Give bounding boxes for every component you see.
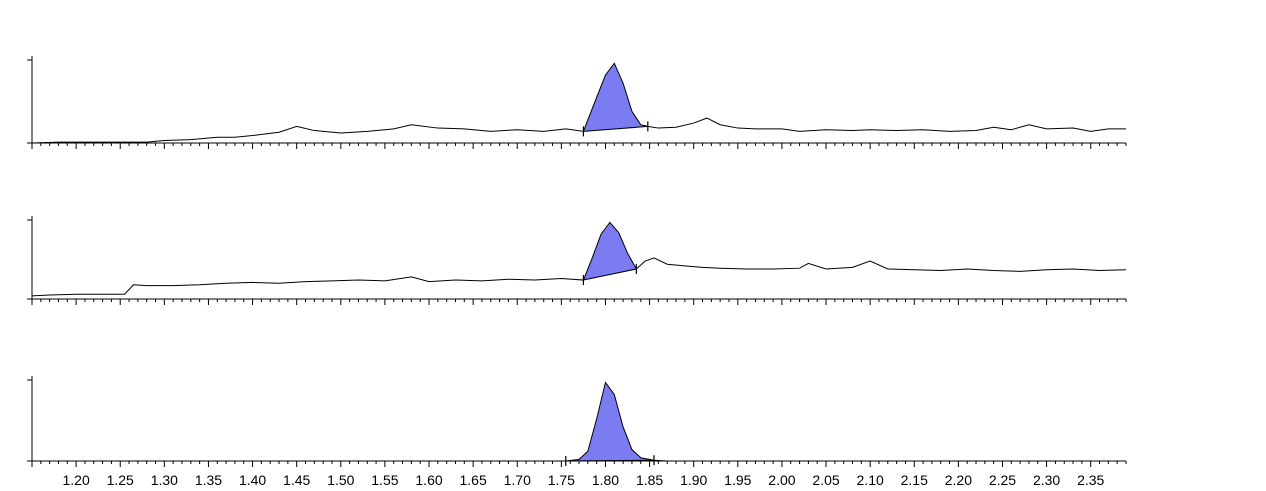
x-tick-label: 1.75 xyxy=(548,472,575,488)
x-tick-label: 1.90 xyxy=(680,472,707,488)
peak-area xyxy=(583,222,637,281)
chromatogram-trace xyxy=(32,381,1126,462)
peak-area xyxy=(583,63,648,132)
x-tick-label: 2.15 xyxy=(901,472,928,488)
x-tick-label: 1.80 xyxy=(592,472,619,488)
chromatogram-panel-1 xyxy=(27,56,1127,149)
x-tick-label: 1.40 xyxy=(239,472,266,488)
x-tick-label: 1.55 xyxy=(371,472,398,488)
x-tick-label: 2.30 xyxy=(1033,472,1060,488)
x-tick-label: 1.35 xyxy=(195,472,222,488)
x-tick-label: 1.65 xyxy=(460,472,487,488)
x-tick-label: 2.35 xyxy=(1077,472,1104,488)
x-tick-label: 2.00 xyxy=(768,472,795,488)
peak-baseline xyxy=(583,125,648,132)
peak-baseline xyxy=(565,459,654,462)
x-tick-label: 1.85 xyxy=(636,472,663,488)
x-tick-label: 1.30 xyxy=(151,472,178,488)
peak-area xyxy=(565,382,654,461)
chromatogram-trace xyxy=(31,221,1127,297)
x-tick-label: 1.25 xyxy=(107,472,134,488)
x-tick-label: 2.25 xyxy=(989,472,1016,488)
x-tick-label: 2.05 xyxy=(812,472,839,488)
x-tick-label: 1.60 xyxy=(415,472,442,488)
chromatogram-trace xyxy=(31,62,1126,144)
x-tick-label: 2.20 xyxy=(945,472,972,488)
peak-baseline xyxy=(583,268,637,281)
x-tick-label: 1.45 xyxy=(283,472,310,488)
x-tick-label: 1.70 xyxy=(504,472,531,488)
x-tick-label: 2.10 xyxy=(857,472,884,488)
x-tick-label: 1.50 xyxy=(327,472,354,488)
chromatogram-panel-2 xyxy=(27,216,1127,305)
x-tick-label: 1.95 xyxy=(724,472,751,488)
x-tick-label: 1.20 xyxy=(62,472,89,488)
chromatogram-panel-3: 1.20 1.25 1.30 1.35 1.40 1.45 1.50 1.55 1.60 1.65… xyxy=(27,376,1127,488)
